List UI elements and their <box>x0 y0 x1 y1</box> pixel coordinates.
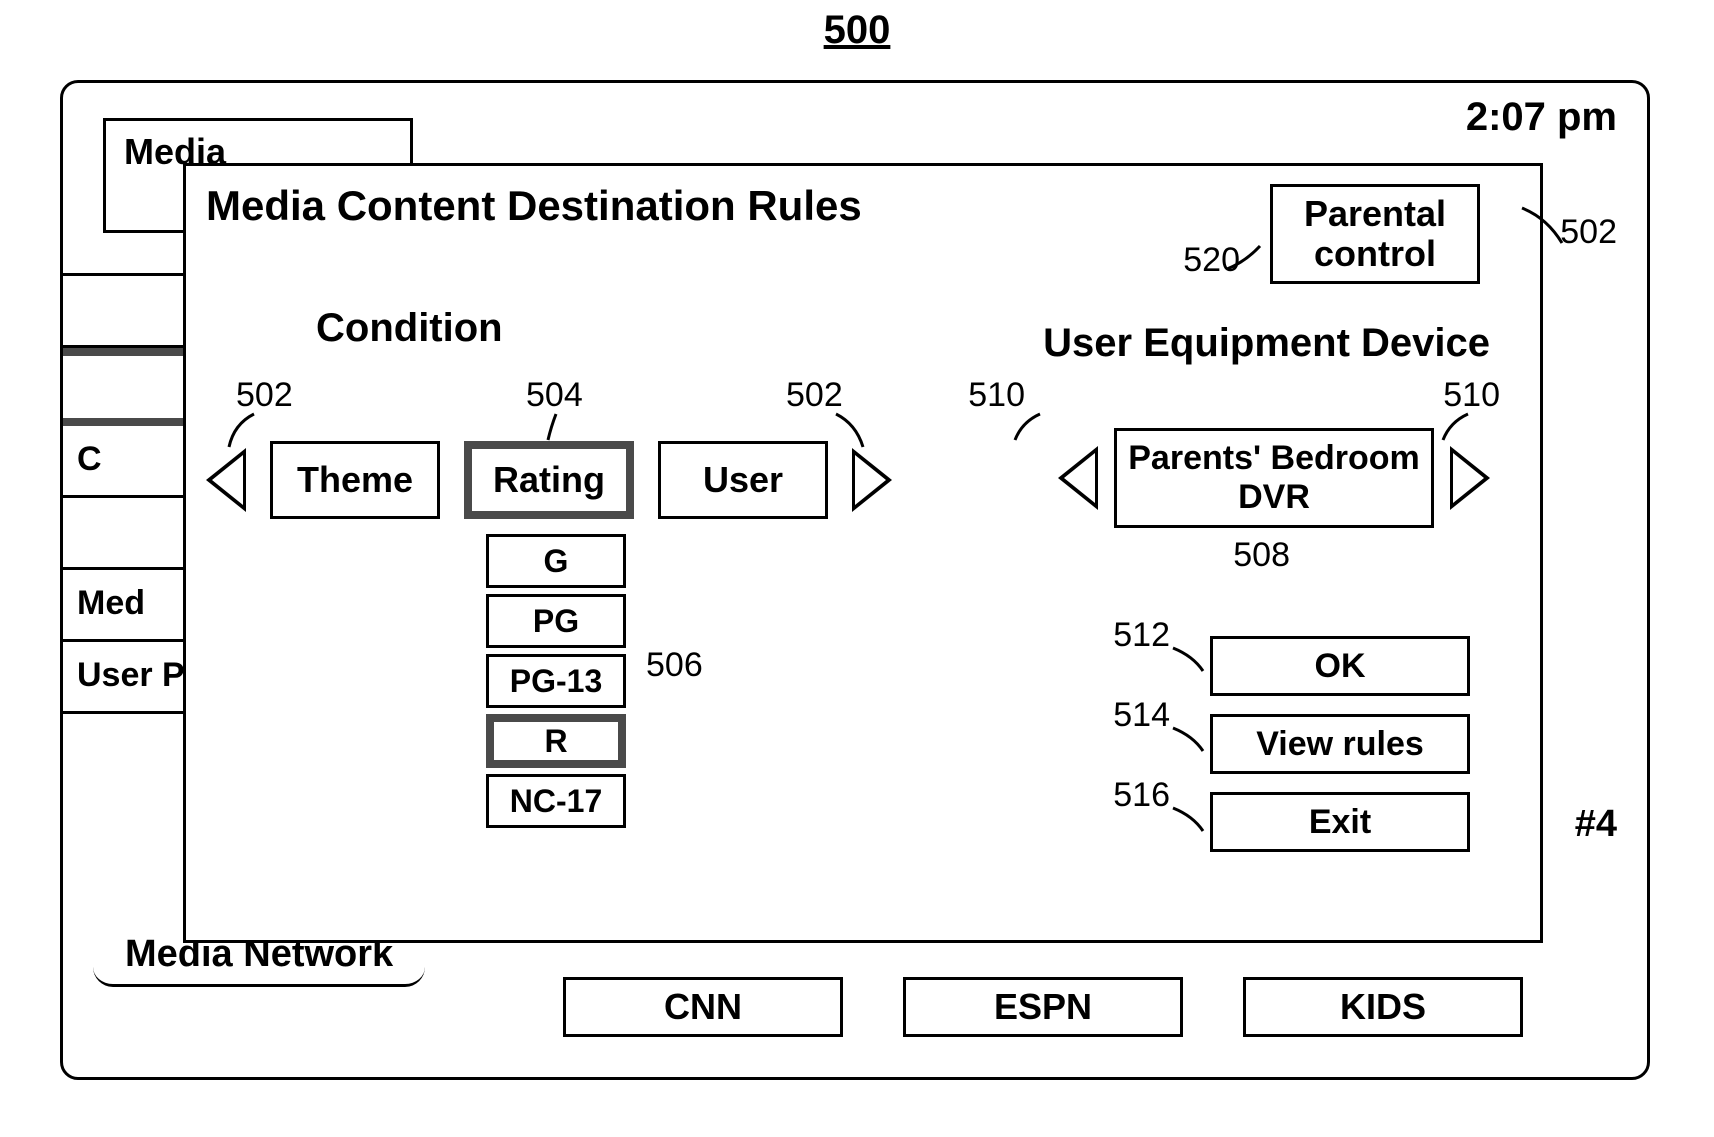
figure-number: 500 <box>824 8 891 53</box>
bg-row <box>63 276 183 348</box>
rating-option-pg13[interactable]: PG-13 <box>486 654 626 708</box>
condition-section-label: Condition <box>316 306 503 351</box>
ref-514: 514 <box>1113 696 1170 735</box>
ref-502-mid: 502 <box>786 376 843 415</box>
device-value-box[interactable]: Parents' Bedroom DVR <box>1114 428 1434 528</box>
condition-arrow-right-icon[interactable] <box>852 448 892 512</box>
lead-line-icon <box>1225 244 1265 274</box>
bg-row: C <box>63 426 183 498</box>
parental-control-label: Parental control <box>1273 194 1477 273</box>
lead-line-icon <box>1517 203 1567 253</box>
rating-option-r[interactable]: R <box>486 714 626 768</box>
rating-list: G PG PG-13 R NC-17 <box>486 534 626 828</box>
ref-502-outer: 502 <box>1560 213 1617 252</box>
exit-button[interactable]: Exit <box>1210 792 1470 852</box>
rating-option-nc17[interactable]: NC-17 <box>486 774 626 828</box>
ref-516: 516 <box>1113 776 1170 815</box>
screen-frame: 2:07 pm Media C Med User P Media Network… <box>60 80 1650 1080</box>
ref-510-left: 510 <box>968 376 1025 415</box>
condition-option-theme[interactable]: Theme <box>270 441 440 519</box>
parental-control-button[interactable]: Parental control <box>1270 184 1480 284</box>
hash4-label: #4 <box>1575 803 1617 846</box>
ref-510-right: 510 <box>1443 376 1500 415</box>
device-value-label: Parents' Bedroom DVR <box>1117 439 1431 517</box>
device-selector: Parents' Bedroom DVR <box>1058 428 1490 528</box>
clock-display: 2:07 pm <box>1466 95 1617 140</box>
ref-512: 512 <box>1113 616 1170 655</box>
condition-option-user[interactable]: User <box>658 441 828 519</box>
device-arrow-right-icon[interactable] <box>1450 446 1490 510</box>
condition-selector: Theme Rating User <box>206 441 892 519</box>
rating-option-pg[interactable]: PG <box>486 594 626 648</box>
condition-arrow-left-icon[interactable] <box>206 448 246 512</box>
device-arrow-left-icon[interactable] <box>1058 446 1098 510</box>
bg-row <box>63 498 183 570</box>
bg-row: User P <box>63 642 183 714</box>
rating-option-g[interactable]: G <box>486 534 626 588</box>
bg-row: Med <box>63 570 183 642</box>
dialog-title: Media Content Destination Rules <box>206 182 862 230</box>
ref-504: 504 <box>526 376 583 415</box>
ok-button[interactable]: OK <box>1210 636 1470 696</box>
view-rules-button[interactable]: View rules <box>1210 714 1470 774</box>
patent-figure-canvas: 500 2:07 pm Media C Med User P Media Net… <box>0 0 1714 1137</box>
ref-506: 506 <box>646 646 703 685</box>
channel-button[interactable]: ESPN <box>903 977 1183 1037</box>
condition-option-rating[interactable]: Rating <box>464 441 634 519</box>
ref-508: 508 <box>1233 536 1290 575</box>
bg-row <box>63 348 183 426</box>
lead-line-icon <box>831 412 871 452</box>
lead-line-icon <box>1010 412 1050 442</box>
channel-row: CNN ESPN KIDS <box>563 977 1523 1037</box>
lead-line-icon <box>224 412 264 452</box>
channel-button[interactable]: CNN <box>563 977 843 1037</box>
device-section-label: User Equipment Device <box>1043 321 1490 366</box>
lead-line-icon <box>1438 412 1478 442</box>
dialog-actions: OK View rules Exit <box>1210 636 1470 852</box>
channel-button[interactable]: KIDS <box>1243 977 1523 1037</box>
lead-line-icon <box>1168 726 1208 756</box>
ref-502-left: 502 <box>236 376 293 415</box>
lead-line-icon <box>546 412 576 442</box>
lead-line-icon <box>1168 806 1208 836</box>
lead-line-icon <box>1168 646 1208 676</box>
destination-rules-dialog: Media Content Destination Rules Parental… <box>183 163 1543 943</box>
background-left-list: C Med User P <box>63 273 183 714</box>
